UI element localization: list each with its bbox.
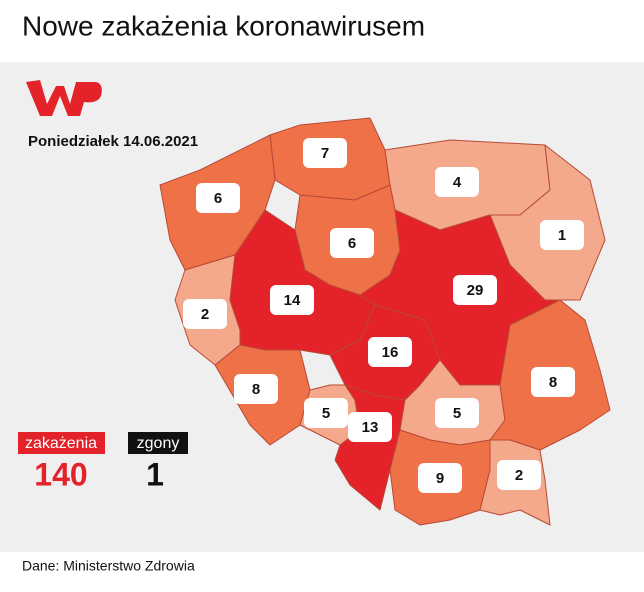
region-label-box [540,220,584,250]
region-label-box [435,398,479,428]
region-value: 29 [467,282,484,299]
region-label-box [304,398,348,428]
region-value: 16 [382,344,399,361]
region-label-box [183,299,227,329]
cases-total: 140 [34,456,87,492]
region-label-box [330,228,374,258]
region-value: 5 [453,405,461,422]
region-label-box [453,275,497,305]
region-label-box [368,337,412,367]
date: Poniedziałek 14.06.2021 [28,133,198,150]
region-label-box [303,138,347,168]
region-value: 6 [214,190,222,207]
region-value: 4 [453,174,462,191]
region-value: 13 [362,419,379,436]
cases-label: zakażenia [25,435,97,452]
region-value: 2 [201,306,209,323]
wp-logo [26,80,102,116]
region-label-box [234,374,278,404]
region-value: 9 [436,470,444,487]
region-value: 14 [284,292,301,309]
region-label-box [270,285,314,315]
region-label-box [196,183,240,213]
region-value: 7 [321,145,329,162]
region-label-box [497,460,541,490]
deaths-label: zgony [137,435,180,452]
region-value: 8 [252,381,260,398]
cases-label-box [18,432,105,454]
deaths-label-box [128,432,188,454]
region-value: 6 [348,235,356,252]
region-value: 8 [549,374,557,391]
region-label-box [531,367,575,397]
region-label-box [418,463,462,493]
region-value: 2 [515,467,523,484]
region-label-box [435,167,479,197]
region-value: 5 [322,405,330,422]
region-label-box [348,412,392,442]
region-value: 1 [558,227,566,244]
deaths-total: 1 [146,456,164,492]
source: Dane: Ministerstwo Zdrowia [22,558,195,574]
title: Nowe zakażenia koronawirusem [22,10,425,41]
